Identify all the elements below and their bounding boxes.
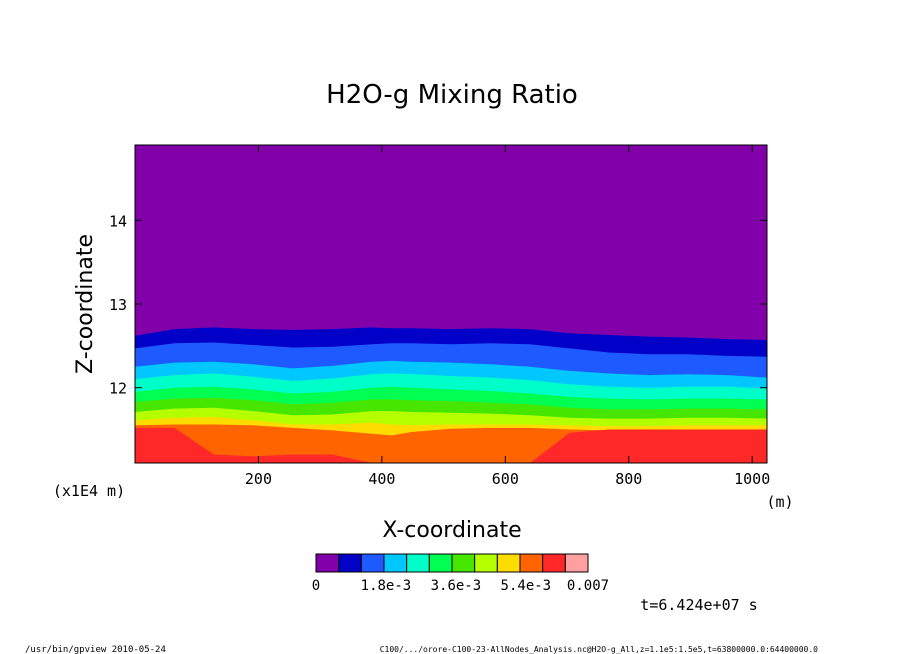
- time-label: t=6.424e+07 s: [640, 596, 757, 614]
- x-tick-label: 200: [245, 470, 272, 488]
- colorbar-label: 0.007: [567, 578, 609, 594]
- x-tick-label: 1000: [734, 470, 770, 488]
- colorbar-swatch: [315, 553, 340, 573]
- colorbar-swatch: [451, 553, 476, 573]
- y-axis-label: Z-coordinate: [73, 234, 98, 374]
- colorbar-swatch: [519, 553, 544, 573]
- y-axis-unit: (x1E4 m): [53, 482, 125, 500]
- colorbar-label: 1.8e-3: [361, 578, 412, 594]
- colorbar-swatch: [360, 553, 385, 573]
- colorbar: [315, 553, 589, 573]
- y-tick-label: 13: [109, 296, 127, 314]
- colorbar-swatch: [383, 553, 408, 573]
- y-tick-label: 14: [109, 212, 127, 230]
- colorbar-swatch: [406, 553, 430, 573]
- colorbar-label: 0: [312, 578, 320, 594]
- colorbar-label: 5.4e-3: [501, 578, 552, 594]
- colorbar-swatch: [474, 553, 498, 573]
- x-axis-unit: (m): [766, 493, 793, 511]
- contour-band-10: [135, 427, 767, 463]
- colorbar-swatch: [542, 553, 566, 573]
- colorbar-swatch: [564, 553, 589, 573]
- footer-program-date: /usr/bin/gpview 2010-05-24: [25, 645, 166, 654]
- y-axis-ticks: 12 13 14: [109, 212, 767, 398]
- colorbar-swatch: [496, 553, 521, 573]
- colorbar-label: 3.6e-3: [431, 578, 482, 594]
- x-tick-label: 600: [492, 470, 519, 488]
- contour-fills: [135, 145, 767, 463]
- x-axis-ticks: 200 400 600 800 1000: [245, 145, 770, 488]
- y-tick-label: 12: [109, 380, 127, 398]
- footer-data-source: C100/.../orore-C100-23-AllNodes_Analysis…: [380, 645, 818, 654]
- colorbar-swatch: [428, 553, 453, 573]
- chart-title: H2O-g Mixing Ratio: [326, 80, 578, 110]
- x-axis-label: X-coordinate: [382, 518, 521, 543]
- x-tick-label: 800: [615, 470, 642, 488]
- x-tick-label: 400: [368, 470, 395, 488]
- colorbar-labels: 0 1.8e-3 3.6e-3 5.4e-3 0.007: [312, 578, 609, 594]
- colorbar-swatch: [338, 553, 362, 573]
